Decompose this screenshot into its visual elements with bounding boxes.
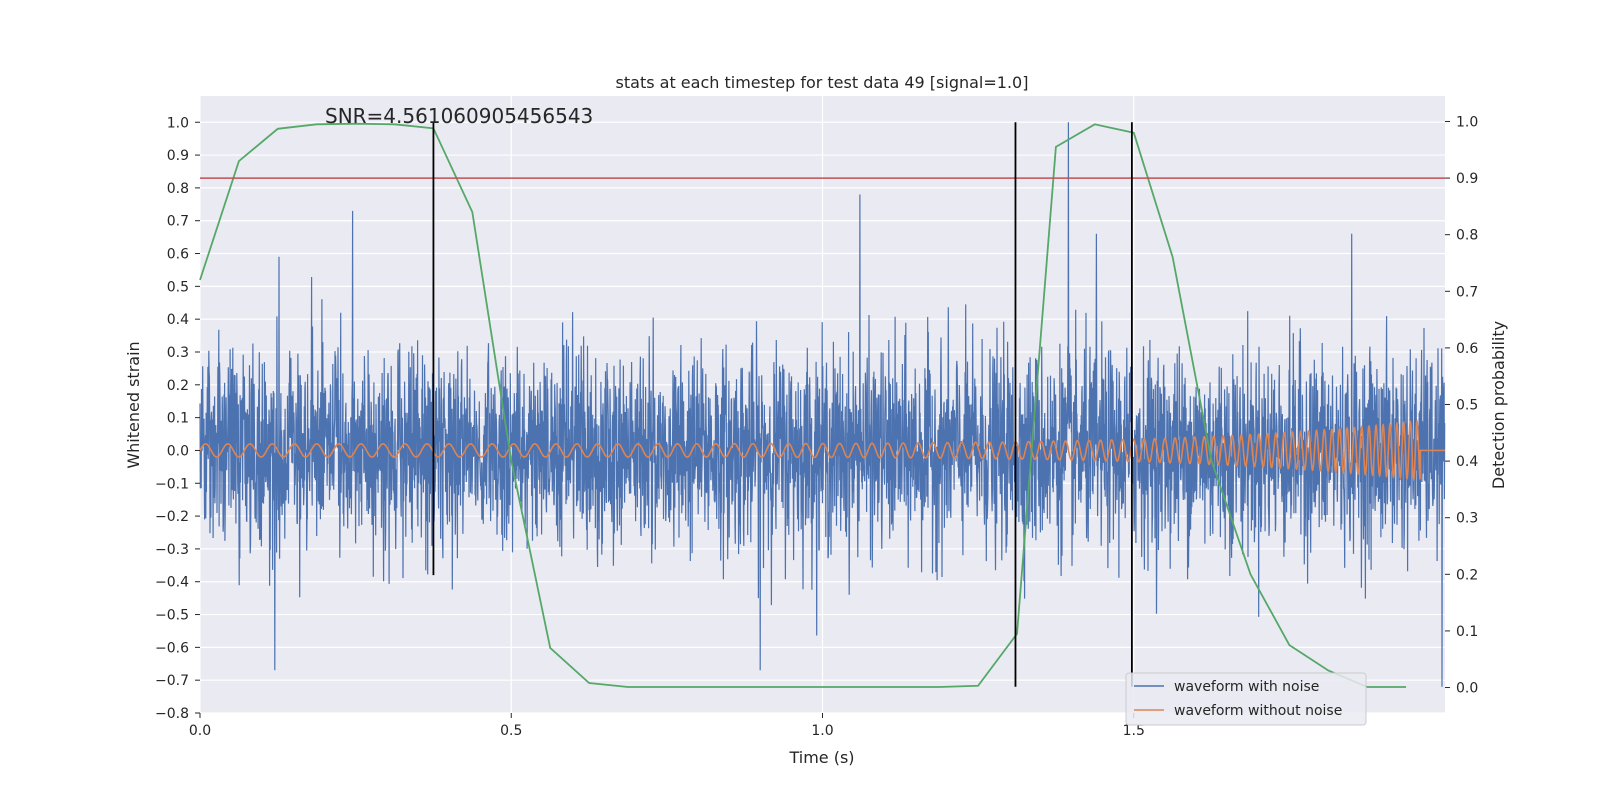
right-axis-ticks: 1.0 0.9 0.8 0.7 0.6 0.5 0.4 0.3 0.2 0.1 0.0 [1445,114,1478,697]
series-detection-probability [199,122,1407,688]
right-tick-label-6: 0.4 [1456,454,1478,470]
left-tick-label-18: −0.8 [155,706,189,722]
legend-label-noise: waveform with noise [1174,679,1319,695]
left-tick-label-1: 0.9 [167,148,189,164]
x-tick-label-3: 1.5 [1123,723,1145,739]
series-waveform-without-noise [199,419,1445,482]
left-tick-label-15: −0.5 [155,608,189,624]
left-tick-label-17: −0.7 [155,673,189,689]
right-tick-label-0: 1.0 [1456,114,1478,130]
left-tick-label-10: 0.0 [167,443,189,459]
right-tick-label-9: 0.1 [1456,624,1478,640]
left-tick-label-14: −0.4 [155,575,189,591]
left-tick-label-12: −0.2 [155,509,189,525]
left-tick-label-6: 0.4 [167,312,189,328]
noise-waveform-line [199,122,1446,687]
x-axis-label: Time (s) [788,748,854,767]
x-tick-label-2: 1.0 [811,723,833,739]
left-tick-label-5: 0.5 [167,279,189,295]
legend-label-clean: waveform without noise [1174,703,1342,719]
snr-annotation: SNR=4.561060905456543 [325,104,593,128]
left-tick-label-0: 1.0 [167,115,189,131]
legend: waveform with noise waveform without noi… [1125,672,1367,726]
x-axis-ticks: 0.0 0.5 1.0 1.5 [189,713,1145,739]
left-tick-label-8: 0.2 [167,378,189,394]
right-tick-label-7: 0.3 [1456,511,1478,527]
series-waveform-with-noise [199,122,1446,687]
right-tick-label-5: 0.5 [1456,398,1478,414]
right-tick-label-4: 0.6 [1456,341,1478,357]
chart-title: stats at each timestep for test data 49 … [616,73,1029,92]
left-tick-label-13: −0.3 [155,542,189,558]
left-axis-ticks: 1.0 0.9 0.8 0.7 0.6 0.5 0.4 0.3 0.2 0.1 0.0 −0.1 −0.… [155,115,200,722]
left-tick-label-9: 0.1 [167,411,189,427]
left-tick-label-3: 0.7 [167,214,189,230]
left-tick-label-16: −0.6 [155,640,189,656]
right-tick-label-3: 0.7 [1456,284,1478,300]
probability-line [199,122,1407,688]
x-tick-label-1: 0.5 [500,723,522,739]
right-tick-label-8: 0.2 [1456,567,1478,583]
clean-waveform-line [199,419,1445,482]
legend-box [1125,672,1367,726]
x-tick-label-0: 0.0 [189,723,211,739]
left-tick-label-4: 0.6 [167,247,189,263]
right-axis-label: Detection probability [1489,321,1508,489]
left-tick-label-11: −0.1 [155,476,189,492]
right-tick-label-2: 0.8 [1456,228,1478,244]
left-axis-label: Whitened strain [124,341,143,468]
left-tick-label-2: 0.8 [167,181,189,197]
right-tick-label-1: 0.9 [1456,171,1478,187]
left-tick-label-7: 0.3 [167,345,189,361]
right-tick-label-10: 0.0 [1456,681,1478,697]
vertical-marker-lines [432,122,1133,687]
